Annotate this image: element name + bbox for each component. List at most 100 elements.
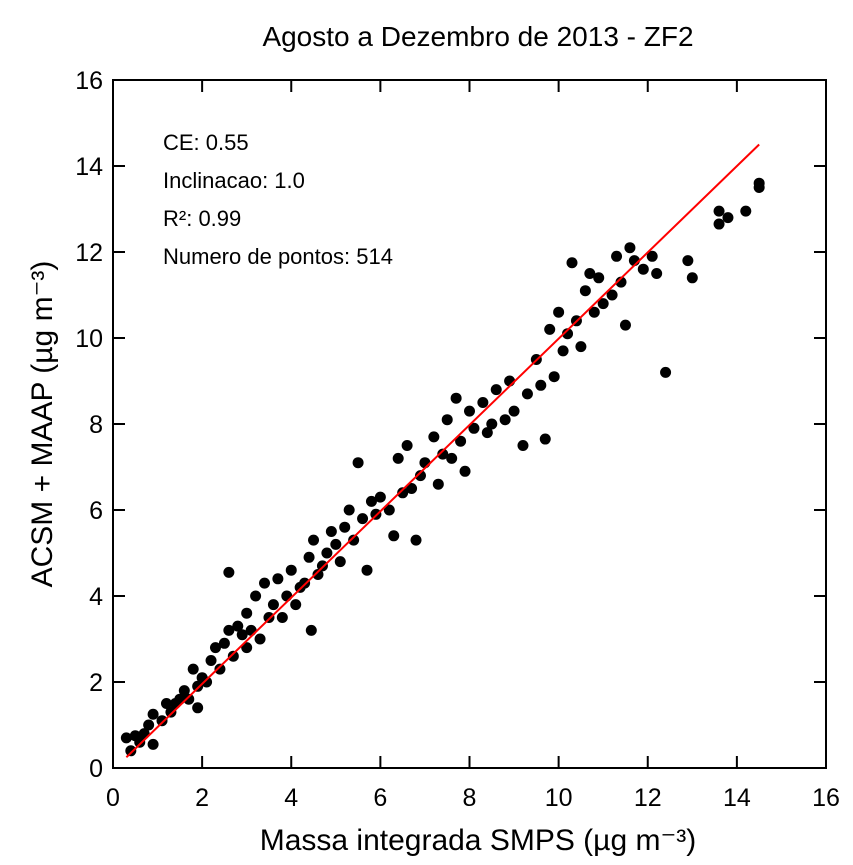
- point: [209, 642, 221, 654]
- point: [713, 218, 725, 230]
- point: [343, 504, 355, 516]
- point: [214, 663, 226, 675]
- point: [160, 698, 172, 709]
- point: [557, 345, 569, 357]
- point: [392, 452, 404, 464]
- point: [481, 427, 493, 439]
- point: [406, 483, 418, 494]
- point: [464, 405, 475, 417]
- point: [615, 276, 627, 288]
- point: [134, 736, 146, 748]
- point: [205, 655, 217, 666]
- point: [192, 702, 204, 714]
- point: [686, 272, 698, 284]
- point: [722, 212, 734, 224]
- point: [316, 560, 328, 572]
- annotation: Numero de pontos: 514: [163, 244, 393, 269]
- point: [227, 650, 239, 662]
- point: [477, 397, 489, 408]
- point: [584, 268, 596, 279]
- point: [419, 457, 431, 469]
- point: [236, 629, 248, 641]
- y-tick-label: 14: [75, 153, 103, 181]
- point: [218, 637, 230, 649]
- point: [490, 384, 502, 396]
- point: [178, 685, 190, 697]
- point: [593, 272, 605, 284]
- point: [660, 366, 672, 378]
- point: [455, 435, 467, 447]
- point: [611, 250, 623, 262]
- point: [397, 487, 409, 499]
- point: [637, 263, 649, 275]
- point: [285, 564, 297, 576]
- point: [147, 738, 159, 750]
- point: [290, 599, 302, 611]
- point: [562, 328, 574, 340]
- point: [468, 422, 480, 434]
- y-tick-label: 4: [89, 583, 103, 611]
- point: [312, 569, 324, 580]
- point: [223, 566, 235, 578]
- point: [187, 663, 199, 675]
- point: [410, 534, 422, 546]
- point: [241, 607, 253, 619]
- point: [619, 319, 631, 331]
- x-tick-label: 10: [545, 784, 573, 812]
- chart-title: Agosto a Dezembro de 2013 - ZF2: [262, 21, 693, 52]
- point: [388, 530, 400, 542]
- x-tick-label: 16: [812, 784, 840, 812]
- point: [553, 306, 565, 318]
- point: [544, 323, 556, 335]
- x-tick-label: 8: [463, 784, 477, 812]
- point: [539, 433, 551, 445]
- y-axis-label: ACSM + MAAP (µg m⁻³): [26, 261, 59, 588]
- point: [330, 538, 342, 550]
- y-tick-label: 8: [89, 411, 103, 439]
- point: [575, 341, 587, 353]
- point: [713, 205, 725, 217]
- point: [624, 242, 636, 254]
- y-tick-label: 2: [89, 669, 103, 697]
- point: [499, 414, 511, 426]
- point: [201, 676, 213, 688]
- point: [428, 431, 440, 443]
- point: [267, 599, 279, 611]
- point: [325, 526, 337, 537]
- point: [486, 418, 498, 430]
- point: [383, 504, 395, 516]
- point: [165, 706, 177, 718]
- y-tick-label: 10: [75, 325, 103, 353]
- y-tick-label: 16: [75, 67, 103, 95]
- annotation: R²: 0.99: [163, 206, 241, 231]
- point: [521, 388, 533, 400]
- point: [753, 177, 765, 189]
- point: [446, 452, 458, 464]
- point: [374, 491, 386, 503]
- point: [263, 612, 275, 623]
- annotation: CE: 0.55: [163, 130, 249, 155]
- point: [232, 620, 244, 632]
- point: [606, 289, 618, 301]
- annotation: Inclinacao: 1.0: [163, 168, 305, 193]
- x-tick-label: 6: [373, 784, 387, 812]
- point: [125, 745, 137, 757]
- point: [276, 612, 288, 623]
- point: [588, 306, 600, 318]
- point: [517, 440, 529, 451]
- point: [348, 534, 360, 546]
- point: [305, 624, 317, 636]
- point: [183, 693, 195, 705]
- point: [143, 719, 155, 731]
- point: [281, 590, 293, 602]
- point: [437, 448, 449, 460]
- point: [414, 470, 426, 482]
- point: [651, 268, 663, 279]
- point: [459, 465, 471, 477]
- point: [223, 624, 235, 636]
- point: [365, 495, 377, 507]
- y-tick-label: 12: [75, 239, 103, 267]
- point: [254, 633, 266, 645]
- point: [339, 521, 351, 533]
- y-tick-label: 0: [89, 755, 103, 783]
